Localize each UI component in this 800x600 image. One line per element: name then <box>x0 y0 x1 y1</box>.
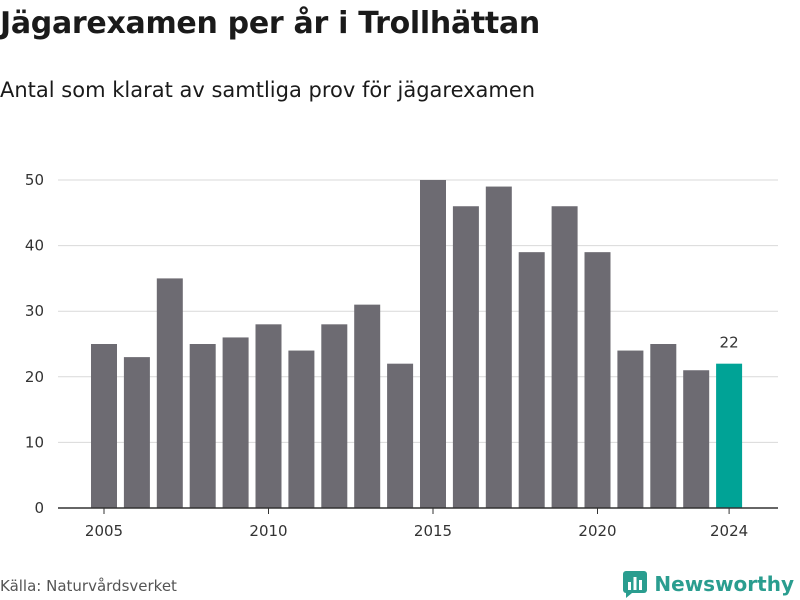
bar-2024 <box>716 363 743 508</box>
x-tick-label: 2005 <box>85 522 123 540</box>
chart-subtitle: Antal som klarat av samtliga prov för jä… <box>0 78 536 102</box>
y-axis-ticks: 0 10 20 30 40 50 <box>25 171 44 517</box>
brand-name: Newsworthy <box>654 572 794 596</box>
newsworthy-logo-icon <box>623 571 648 598</box>
bar-2011 <box>288 350 315 508</box>
bar-2016 <box>452 206 479 509</box>
bar-2014 <box>387 363 414 508</box>
chart-title: Jägarexamen per år i Trollhättan <box>0 6 540 41</box>
bar-2015 <box>420 180 446 508</box>
bar-2017 <box>485 186 512 508</box>
x-tick-label: 2010 <box>249 522 287 540</box>
x-tick-label: 2020 <box>578 522 616 540</box>
y-tick-label: 30 <box>25 302 44 320</box>
bar-2010 <box>255 324 282 508</box>
bars <box>58 180 778 509</box>
bar-2005 <box>91 344 117 508</box>
bar-2019 <box>551 206 578 509</box>
x-axis-ticks: 2005 2010 2015 2020 2024 <box>85 508 748 540</box>
y-tick-label: 0 <box>34 499 44 517</box>
data-labels: 22 <box>720 334 739 352</box>
bar-2022 <box>650 344 677 508</box>
bar-2012 <box>321 324 348 508</box>
bar-2006 <box>123 357 150 508</box>
x-tick-label: 2015 <box>414 522 452 540</box>
x-tick-label: 2024 <box>710 522 748 540</box>
brand-logo[interactable]: Newsworthy <box>622 570 794 598</box>
bar-2013 <box>354 304 381 508</box>
y-tick-label: 40 <box>25 237 44 255</box>
bar-chart: 0 10 20 30 40 50 22 2005 2010 2015 2020 2024 <box>25 171 778 540</box>
bar-2018 <box>518 252 545 508</box>
bar-2008 <box>189 344 216 508</box>
bar-2020 <box>584 252 611 508</box>
bar-2023 <box>683 370 710 508</box>
bar-2007 <box>156 278 183 508</box>
y-tick-label: 50 <box>25 171 44 189</box>
data-label-2024: 22 <box>720 334 739 352</box>
source-note: Källa: Naturvårdsverket <box>0 577 177 595</box>
bar-2009 <box>222 337 249 508</box>
y-tick-label: 10 <box>25 433 44 451</box>
bar-2021 <box>617 350 644 508</box>
y-tick-label: 20 <box>25 368 44 386</box>
